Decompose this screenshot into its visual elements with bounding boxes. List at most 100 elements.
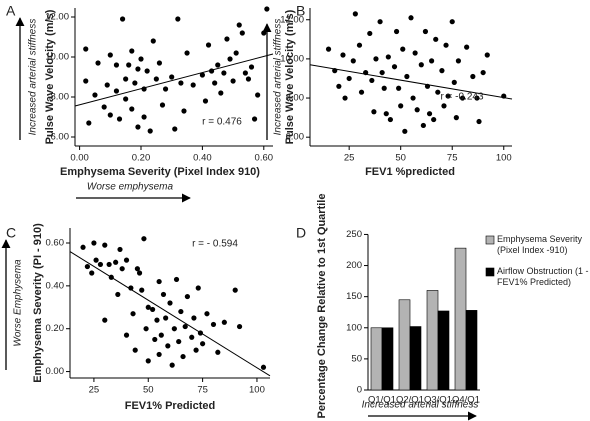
point [132,347,138,353]
x-axis-label: FEV1 %predicted [365,166,455,178]
point [123,257,130,263]
point [404,73,410,80]
point [169,362,175,368]
point [93,257,99,263]
point [84,263,90,270]
point [141,236,147,242]
point [102,242,108,248]
point [379,69,385,76]
point [371,109,377,115]
legend-label: Emphysema Severity (Pixel Index -910) [497,234,583,255]
point [455,58,462,64]
point [139,287,145,293]
point [182,323,188,330]
x-axis-label: Emphysema Severity (Pixel Index 910) [60,166,260,178]
point [141,114,147,120]
point [412,50,418,56]
point [180,353,186,360]
x-tick-label: Q4/Q1 [452,395,480,406]
point [480,69,486,76]
point [119,16,126,22]
point [393,28,400,35]
side-label: Worse Emphysema [13,259,24,347]
point [147,128,153,134]
point [325,46,332,52]
point [83,46,89,52]
legend-label-box: Emphysema Severity (Pixel Index -910) [497,234,583,255]
point [83,78,89,84]
point [104,82,110,88]
y-tick-label: 0.40 [46,280,65,291]
point [178,80,184,86]
y-tick-label: 6.00 [51,132,70,143]
point [429,58,435,64]
legend-label-box: Airflow Obstruction (1 - FEV1% Predicted… [497,266,589,287]
point [396,85,402,91]
point [408,15,414,21]
point [123,332,130,338]
side-label: Increased arterial stiffness [273,19,284,136]
point [439,68,445,74]
point [367,30,373,37]
x-tick-label: 25 [344,153,355,164]
point [134,266,140,272]
point [152,336,158,343]
point [212,80,218,86]
point [113,259,119,265]
point [242,70,248,76]
x-tick-label: 0.20 [132,153,151,164]
point [410,95,416,101]
point [336,83,342,89]
y-axis-label: Emphysema Severity (PI - 910) [32,223,44,383]
point [145,304,151,310]
x-caption: Increased arterial stiffness [362,400,479,411]
point [116,116,123,122]
point [178,308,184,315]
x-tick-label: 0.40 [193,153,212,164]
bar [465,310,478,391]
point [402,128,408,134]
point [173,276,180,283]
y-tick-label: 10.00 [280,53,304,64]
point [233,50,239,56]
point [381,85,387,91]
y-tick-label: 150 [346,291,362,302]
point [232,287,238,293]
point [239,30,245,36]
x-tick-label: 100 [496,153,512,164]
y-tick-label: 12.00 [45,12,69,23]
point [106,261,112,268]
point [117,246,123,253]
fit-line [69,251,271,377]
point [154,317,160,323]
point [255,92,261,98]
x-caption: Worse emphysema [87,182,174,193]
point [204,311,210,317]
point [377,19,383,25]
point [165,343,171,349]
point [191,315,197,321]
point [89,270,95,276]
point [342,95,348,101]
point [190,82,196,88]
point [136,270,143,276]
point [175,16,181,22]
point [156,60,163,66]
point [184,293,190,300]
point [340,52,346,58]
point [391,64,398,70]
point [159,102,166,108]
point [356,42,363,48]
side-label: Increased arterial stiffness [28,19,39,136]
panel-letter: A [6,3,16,19]
x-tick-label: 100 [249,385,265,396]
point [398,103,404,109]
point [128,285,134,291]
point [102,317,108,323]
point [119,266,125,272]
x-axis-label: FEV1% Predicted [125,400,215,412]
fit-line [74,53,274,107]
y-tick-label: 6.00 [286,132,305,143]
point [236,323,243,330]
y-tick-label: 12.00 [280,14,304,25]
